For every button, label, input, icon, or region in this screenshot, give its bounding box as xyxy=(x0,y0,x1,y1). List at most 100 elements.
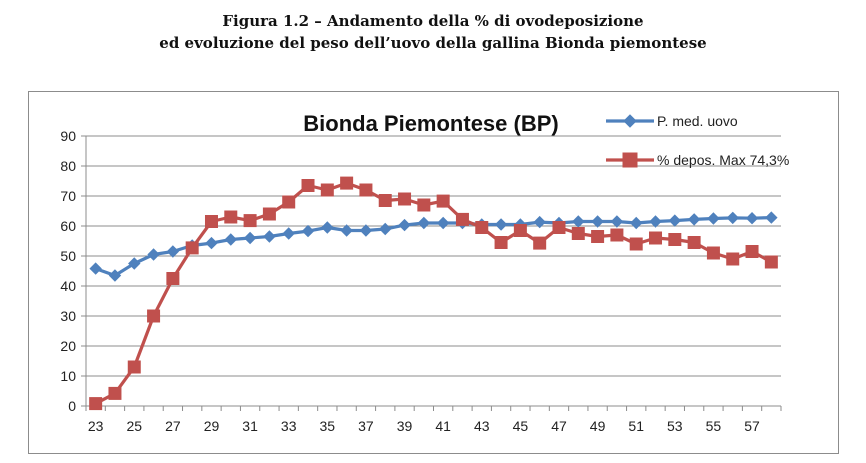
x-tick-label-23: 23 xyxy=(88,418,104,434)
axes xyxy=(85,136,781,407)
y-tick-label-0: 0 xyxy=(68,398,76,414)
data-point xyxy=(185,241,199,255)
x-tick-label-29: 29 xyxy=(204,418,220,434)
y-axis-ticks: 0 10 20 30 40 50 60 70 80 90 xyxy=(60,128,86,414)
data-point xyxy=(533,236,547,250)
data-point xyxy=(552,221,566,234)
data-point xyxy=(301,179,315,192)
legend-label: % depos. Max 74,3% xyxy=(657,152,789,168)
data-point xyxy=(726,252,740,266)
series-line-2 xyxy=(94,181,773,406)
figure-caption: Figura 1.2 – Andamento della % di ovodep… xyxy=(0,10,866,54)
data-point xyxy=(475,221,489,234)
data-point xyxy=(301,224,315,238)
data-point xyxy=(630,216,643,230)
data-point xyxy=(243,214,257,228)
x-tick-label-33: 33 xyxy=(281,418,297,434)
data-point xyxy=(765,211,778,224)
x-tick-label-45: 45 xyxy=(513,418,529,434)
data-point xyxy=(494,218,508,231)
legend-marker xyxy=(623,114,637,128)
data-point xyxy=(591,230,605,243)
data-point xyxy=(417,216,431,230)
data-point xyxy=(379,222,392,236)
data-point xyxy=(224,210,238,224)
data-point xyxy=(398,218,411,232)
series-2 xyxy=(89,176,778,411)
data-point xyxy=(649,231,663,245)
data-point xyxy=(321,221,334,234)
data-point xyxy=(455,212,469,226)
data-point xyxy=(417,198,431,212)
data-point xyxy=(108,386,122,400)
data-point xyxy=(166,245,180,258)
x-tick-label-27: 27 xyxy=(165,418,181,434)
data-point xyxy=(398,192,412,206)
x-tick-label-57: 57 xyxy=(744,418,760,434)
data-point xyxy=(533,215,546,229)
data-point xyxy=(610,215,624,228)
legend: P. med. uovo % depos. Max 74,3% xyxy=(606,113,789,168)
data-point xyxy=(707,212,720,225)
y-tick-label-90: 90 xyxy=(60,128,76,144)
data-point xyxy=(166,272,180,285)
x-tick-label-55: 55 xyxy=(706,418,722,434)
x-tick-label-53: 53 xyxy=(667,418,683,434)
caption-line-2: ed evoluzione del peso dell’uovo della g… xyxy=(159,34,707,52)
data-point xyxy=(745,245,759,258)
data-point xyxy=(262,207,276,221)
data-point xyxy=(205,236,218,250)
data-point xyxy=(571,227,585,240)
x-tick-label-43: 43 xyxy=(474,418,490,434)
data-point xyxy=(224,233,237,246)
data-point xyxy=(378,194,392,207)
x-tick-label-41: 41 xyxy=(435,418,451,434)
x-tick-label-31: 31 xyxy=(242,418,258,434)
y-tick-label-30: 30 xyxy=(60,308,76,324)
data-point xyxy=(706,246,720,260)
x-tick-label-49: 49 xyxy=(590,418,606,434)
x-tick-label-39: 39 xyxy=(397,418,413,434)
data-point xyxy=(668,233,682,246)
data-point xyxy=(745,211,759,225)
x-tick-label-37: 37 xyxy=(358,418,374,434)
data-point xyxy=(340,224,353,237)
y-tick-label-70: 70 xyxy=(60,188,76,204)
x-tick-label-51: 51 xyxy=(628,418,644,434)
data-point xyxy=(668,214,682,227)
legend-marker xyxy=(622,152,638,168)
data-point xyxy=(726,211,739,225)
x-tick-label-35: 35 xyxy=(320,418,336,434)
y-tick-label-10: 10 xyxy=(60,368,76,384)
data-point xyxy=(436,216,450,230)
data-point xyxy=(320,183,334,197)
y-tick-label-40: 40 xyxy=(60,278,76,294)
data-point xyxy=(282,195,296,209)
x-axis-ticks: 23 25 27 29 31 33 35 37 39 41 43 45 47 49 51 53 55 57 xyxy=(85,406,782,434)
chart-title: Bionda Piemontese (BP) xyxy=(303,111,558,136)
data-point xyxy=(629,237,643,251)
data-point xyxy=(282,227,295,240)
data-point xyxy=(204,215,218,228)
data-point xyxy=(263,230,276,243)
legend-entry-2: % depos. Max 74,3% xyxy=(606,152,789,168)
y-tick-label-50: 50 xyxy=(60,248,76,264)
legend-entry-1: P. med. uovo xyxy=(606,113,738,129)
y-tick-label-80: 80 xyxy=(60,158,76,174)
data-point xyxy=(128,257,141,270)
data-point xyxy=(243,231,257,245)
data-point xyxy=(108,269,122,282)
chart-frame xyxy=(28,91,839,454)
data-point xyxy=(610,228,624,242)
data-point xyxy=(591,215,604,228)
data-point xyxy=(494,236,508,249)
data-point xyxy=(147,248,160,261)
data-point xyxy=(359,224,373,237)
x-tick-label-25: 25 xyxy=(126,418,142,434)
caption-line-1: Figura 1.2 – Andamento della % di ovodep… xyxy=(222,12,644,30)
legend-label: P. med. uovo xyxy=(657,113,738,129)
series-layer xyxy=(89,176,778,411)
data-point xyxy=(340,176,354,190)
y-tick-label-20: 20 xyxy=(60,338,76,354)
data-point xyxy=(687,236,701,249)
